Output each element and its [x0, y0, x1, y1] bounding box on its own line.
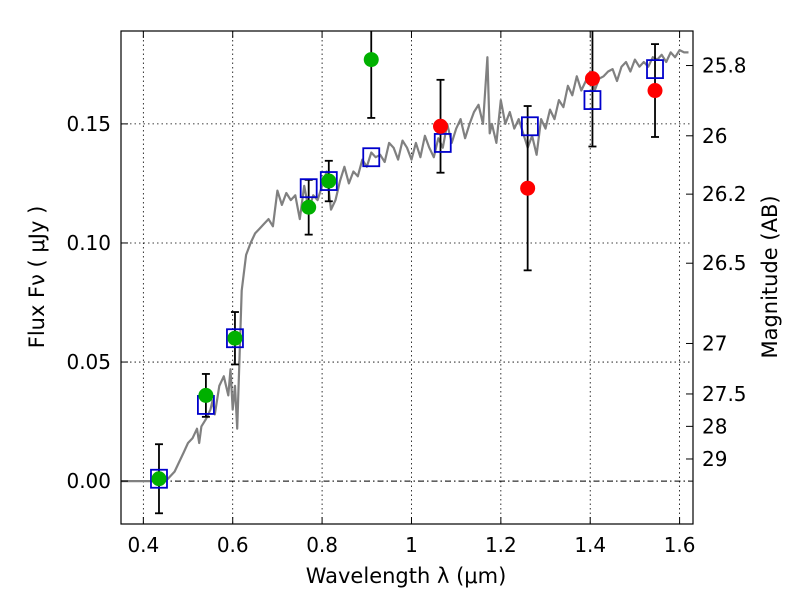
model-photometry-square	[433, 133, 452, 153]
y-tick-label: 0.10	[66, 231, 111, 255]
plot-background	[121, 31, 693, 524]
optical-data-point	[151, 471, 167, 487]
grid	[121, 31, 693, 524]
model-photometry-square	[319, 171, 338, 191]
model-photometry-square	[299, 178, 318, 199]
x-tick-label: 0.4	[127, 533, 159, 557]
right-tick-label: 27	[702, 331, 727, 355]
right-tick-label: 26.2	[702, 182, 747, 206]
nir-data-point	[433, 118, 449, 134]
x-tick-label: 1.4	[574, 533, 606, 557]
model-photometry-square	[520, 116, 539, 137]
optical-data-point	[301, 199, 317, 215]
right-tick-label: 26.5	[702, 251, 747, 275]
model-photometry-square	[362, 147, 381, 168]
x-tick-label: 1.6	[664, 533, 696, 557]
x-axis-title: Wavelength λ (μm)	[306, 564, 507, 588]
right-axis-title: Magnitude (AB)	[758, 195, 782, 358]
x-tick-label: 1	[405, 533, 418, 557]
x-tick-label: 0.8	[306, 533, 338, 557]
model-photometry-square	[226, 328, 244, 349]
nir-data-point	[647, 83, 663, 99]
optical-data-point	[198, 387, 214, 403]
ticks	[121, 31, 693, 524]
optical-data-point	[227, 330, 243, 346]
nir-data-point	[520, 180, 536, 196]
right-tick-label: 25.8	[702, 54, 747, 78]
nir-data-point	[584, 71, 600, 87]
right-tick-label: 26	[702, 124, 727, 148]
y-axis-title: Flux Fν ( μJy )	[25, 206, 49, 349]
right-tick-label: 27.5	[702, 382, 747, 406]
y-tick-label: 0.15	[66, 112, 111, 136]
x-tick-label: 1.2	[485, 533, 517, 557]
model-photometry-square	[646, 59, 664, 80]
right-tick-label: 28	[702, 414, 727, 438]
model-photometry-square	[150, 468, 168, 489]
optical-data-point	[321, 173, 337, 189]
optical-data-point	[363, 52, 379, 68]
y-tick-label: 0.00	[66, 469, 111, 493]
right-tick-label: 29	[702, 447, 727, 471]
model-photometry-square	[583, 90, 602, 110]
x-tick-label: 0.6	[217, 533, 249, 557]
markers	[150, 52, 664, 489]
y-tick-label: 0.05	[66, 350, 111, 374]
tick-labels: 0.4 0.6 0.8 1 1.2 1.4 1.6 0.00 0.05 0.10 0.15 25.8 2…	[66, 54, 746, 557]
plot-frame	[120, 30, 694, 525]
